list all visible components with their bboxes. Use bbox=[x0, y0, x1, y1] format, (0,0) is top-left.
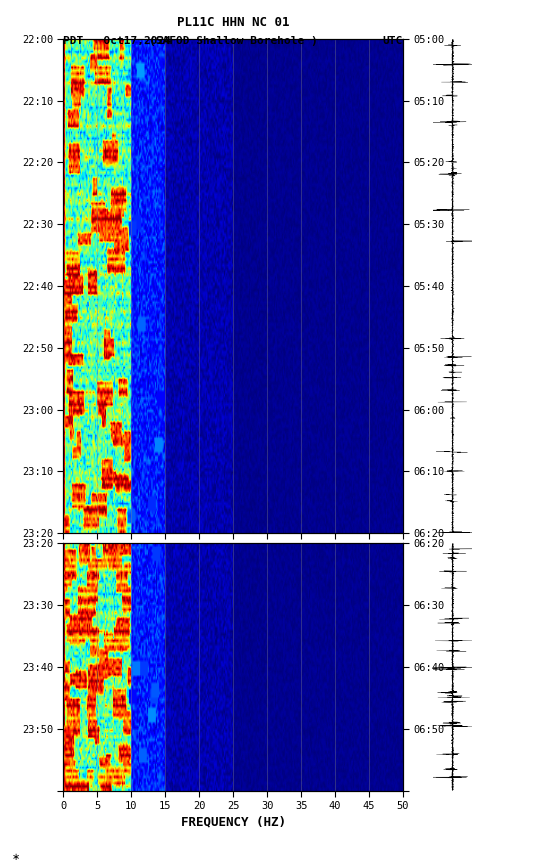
Text: PDT   Oct17,2024: PDT Oct17,2024 bbox=[63, 36, 172, 47]
Text: $\ast$: $\ast$ bbox=[11, 851, 20, 861]
Text: (SAFOD Shallow Borehole ): (SAFOD Shallow Borehole ) bbox=[149, 36, 317, 47]
X-axis label: FREQUENCY (HZ): FREQUENCY (HZ) bbox=[181, 815, 286, 828]
Text: UTC: UTC bbox=[383, 36, 403, 47]
Text: PL11C HHN NC 01: PL11C HHN NC 01 bbox=[177, 16, 289, 29]
